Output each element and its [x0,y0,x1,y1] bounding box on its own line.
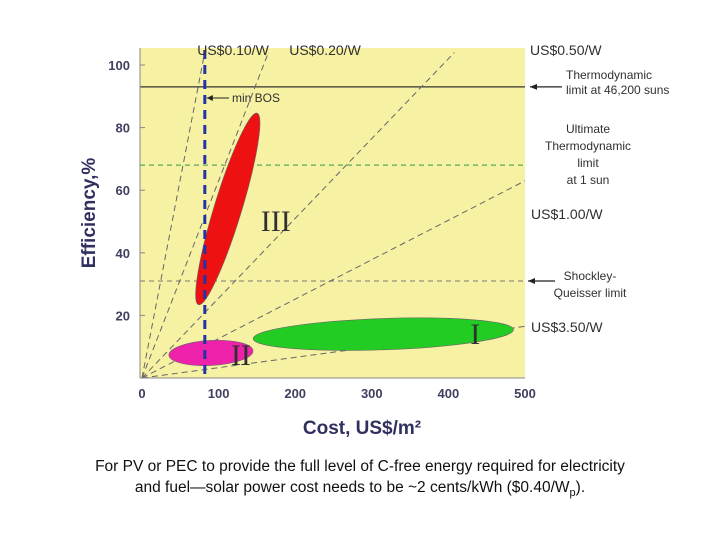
region-3-label: III [261,205,291,238]
region-1-label: I [470,318,480,351]
limit-label-2-line-4: at 1 sun [567,173,610,187]
y-tick-label-2: 60 [116,183,130,198]
caption: For PV or PEC to provide the full level … [0,456,720,504]
min-bos-label: min BOS [232,91,280,105]
y-tick-label-0: 20 [116,308,130,323]
limit-label-2-line-1: Ultimate [566,122,610,136]
limit-label-2-line-3: limit [577,156,599,170]
cost-line-label-5: US$3.50/W [531,319,603,335]
cost-line-1 [141,52,206,379]
region-1-ellipse [252,317,514,351]
x-tick-label-4: 400 [438,386,460,401]
caption-line-2-sub: p [569,487,576,500]
limit-label-3-line-2: Queisser limit [554,286,627,300]
caption-line-2-end: ). [575,479,586,496]
region-3-ellipse [195,112,261,306]
caption-line-1: For PV or PEC to provide the full level … [95,458,625,475]
thermo-limit-arrow-head [530,83,537,90]
cost-line-3 [141,52,455,379]
cost-line-label-2: US$0.20/W [289,42,361,58]
y-tick-label-1: 40 [116,246,130,261]
axes: 0 100 200 300 400 500 20 40 60 80 100 [108,48,536,401]
x-tick-label-2: 200 [284,386,306,401]
caption-line-2: and fuel—solar power cost needs to be ~2… [0,477,720,504]
limit-label-2-line-2: Thermodynamic [545,139,631,153]
y-tick-label-4: 100 [108,58,130,73]
region-2-label: II [231,339,251,372]
limit-label-1-line-1: Thermodynamic [566,68,652,82]
annotations: US$0.10/W US$0.20/W US$0.50/W US$1.00/W US$3… [197,42,669,335]
region-2-ellipse [168,339,254,366]
x-tick-label-0: 0 [138,386,145,401]
x-axis-label: Cost, US$/m² [303,418,421,439]
y-axis-label: Efficiency,% [79,158,100,269]
cost-line-label-1: US$0.10/W [197,42,269,58]
sq-limit-arrow-head [528,277,535,284]
min-bos-arrow-head [206,95,213,101]
caption-line-2-main: and fuel—solar power cost needs to be ~2… [134,479,570,496]
x-tick-label-3: 300 [361,386,383,401]
cost-line-label-4: US$1.00/W [531,206,603,222]
limit-label-3-line-1: Shockley- [564,269,617,283]
x-tick-label-5: 500 [514,386,536,401]
limit-label-1-line-2: limit at 46,200 suns [566,83,669,97]
x-tick-label-1: 100 [208,386,230,401]
cost-line-label-3: US$0.50/W [530,42,602,58]
y-tick-label-3: 80 [116,121,130,136]
